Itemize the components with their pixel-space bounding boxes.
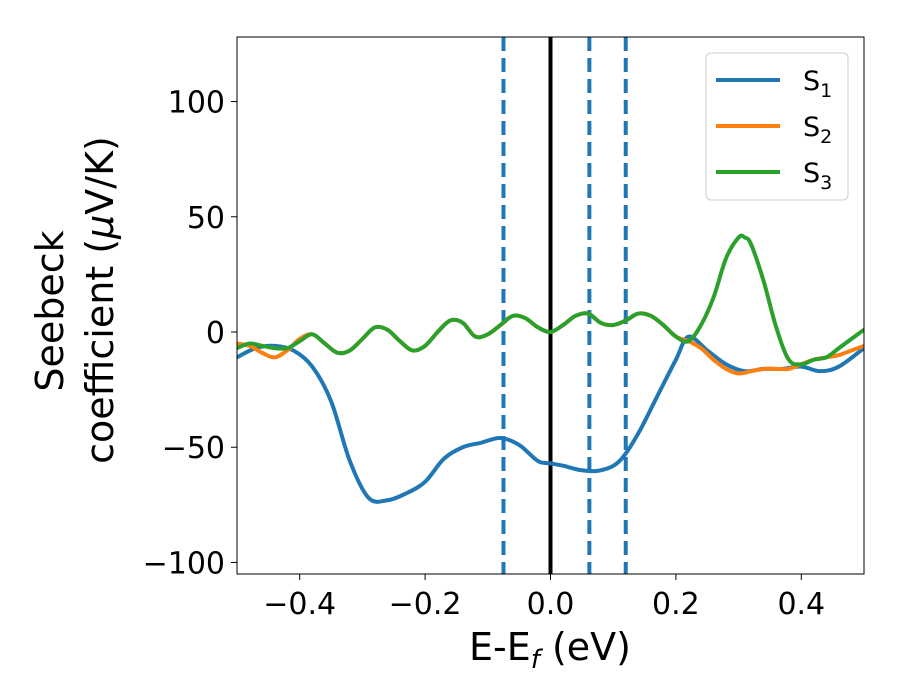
legend-label-s1-main: S: [803, 66, 820, 97]
x-tick-label: −0.2: [389, 587, 462, 622]
x-axis-ticks: −0.4 −0.2 0.0 0.2 0.4: [263, 574, 825, 622]
legend: S1 S2 S3: [705, 52, 849, 201]
x-axis-title: E-Ef (eV): [469, 625, 631, 675]
legend-entry-s1: S1: [716, 66, 832, 102]
y-tick-label: 0: [206, 316, 225, 351]
x-axis-title-tail: (eV): [540, 625, 631, 669]
x-tick-label: 0.0: [527, 587, 575, 622]
x-tick-label: 0.4: [777, 587, 825, 622]
legend-label-s2: S2: [803, 112, 832, 148]
legend-label-s3: S3: [803, 158, 832, 194]
legend-label-s2-sub: 2: [820, 126, 832, 148]
y-axis-ticks: −100 −50 0 50 100: [143, 86, 237, 581]
y-axis-title-suffix: V/K): [78, 136, 122, 215]
y-axis-title-line1: Seebeck: [28, 230, 72, 391]
series-lines: [237, 233, 864, 504]
y-tick-label: 50: [187, 201, 225, 236]
x-tick-label: −0.4: [263, 587, 336, 622]
x-axis-title-main: E-E: [469, 625, 531, 669]
x-tick-label: 0.2: [652, 587, 700, 622]
y-axis-title-mu: μ: [78, 215, 122, 240]
y-axis-title-prefix: coefficient (: [78, 239, 122, 464]
series-line-s3: [237, 233, 864, 367]
y-axis-title: Seebeck coefficient (μV/K): [28, 136, 122, 464]
reference-lines: [501, 37, 628, 574]
y-tick-label: −50: [162, 431, 225, 466]
y-axis-title-line2: coefficient (μV/K): [78, 136, 122, 464]
legend-label-s3-main: S: [803, 158, 820, 189]
legend-entry-s3: S3: [716, 158, 832, 194]
legend-label-s1: S1: [803, 66, 832, 102]
y-tick-label: 100: [168, 86, 225, 121]
legend-entry-s2: S2: [716, 112, 832, 148]
legend-label-s1-sub: 1: [820, 80, 832, 102]
legend-label-s2-main: S: [803, 112, 820, 143]
legend-label-s3-sub: 3: [820, 172, 832, 194]
y-tick-label: −100: [143, 546, 225, 581]
